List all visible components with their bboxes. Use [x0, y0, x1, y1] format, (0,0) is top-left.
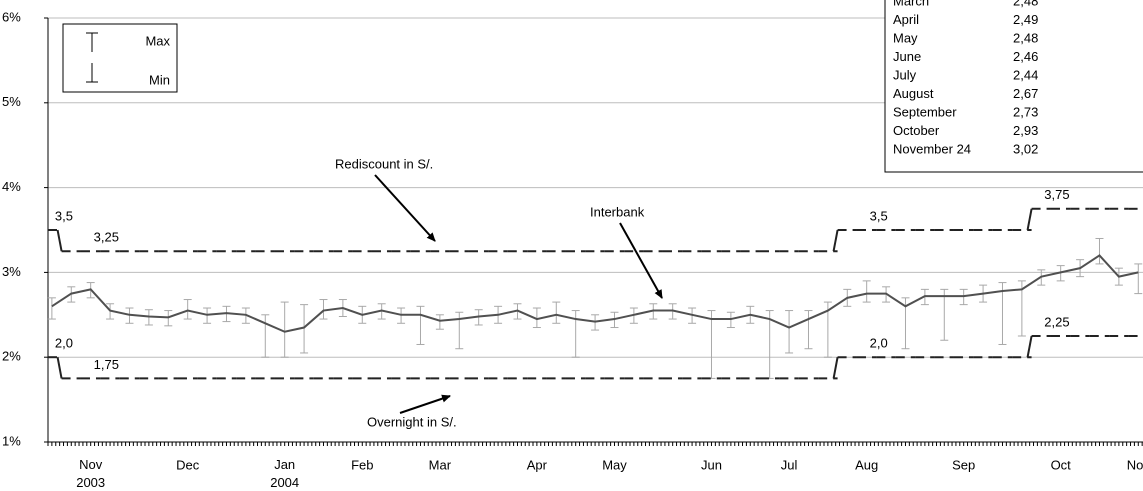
x-tick-label: Mar	[429, 457, 452, 472]
table-cell: 2,48	[1013, 0, 1038, 8]
step-riser	[832, 357, 839, 379]
x-tick-label: Oct	[1051, 457, 1072, 472]
legend-label: Max	[145, 33, 170, 48]
x-tick-label: Sep	[952, 457, 975, 472]
x-tick-label: Feb	[351, 457, 373, 472]
table-cell: 2,46	[1013, 49, 1038, 64]
value-label: 3,5	[55, 208, 73, 223]
inset-box	[884, 0, 1143, 173]
table-cell: September	[893, 104, 957, 119]
table-cell: 2,44	[1013, 67, 1038, 82]
step-riser	[1026, 335, 1033, 358]
table-cell: November 24	[893, 141, 971, 156]
annotation-arrow	[399, 394, 451, 414]
y-tick-label: 3%	[2, 264, 21, 279]
annotation: Rediscount in S/.	[335, 156, 433, 171]
y-tick-label: 2%	[2, 349, 21, 364]
x-tick-label: May	[602, 457, 627, 472]
step-riser	[1026, 208, 1033, 231]
value-label: 2,0	[55, 336, 73, 351]
table-cell: March	[893, 0, 929, 8]
value-label: 3,5	[870, 208, 888, 223]
annotation-arrow	[619, 222, 663, 299]
table-cell: 2,93	[1013, 123, 1038, 138]
y-tick-label: 6%	[2, 9, 21, 24]
table-cell: July	[893, 67, 917, 82]
x-tick-label: Jan 2004	[270, 457, 299, 490]
y-tick-label: 1%	[2, 433, 21, 448]
x-tick-label: Aug	[855, 457, 878, 472]
value-label: 1,75	[94, 357, 119, 372]
legend: Max Min	[62, 23, 178, 93]
value-label: 3,75	[1044, 187, 1069, 202]
table-cell: May	[893, 30, 918, 45]
value-label: 2,25	[1044, 314, 1069, 329]
inset-table: March 2,48 April 2,49 May 2,48 June 2,46 July 2,4…	[884, 0, 1143, 173]
plot: 1% 2% 3% 4% 5% 6% Nov 2003 Dec Jan 2004 Feb Mar Apr Ma…	[2, 9, 1143, 490]
table-cell: 2,48	[1013, 30, 1038, 45]
table-cell: October	[893, 123, 940, 138]
table-cell: 2,49	[1013, 12, 1038, 27]
table-cell: August	[893, 86, 934, 101]
table-cell: 2,67	[1013, 86, 1038, 101]
legend-box	[62, 23, 178, 93]
annotation: Overnight in S/.	[367, 414, 457, 429]
y-tick-label: 4%	[2, 179, 21, 194]
x-tick-label: Jun	[701, 457, 722, 472]
x-tick-label: Nov 2003	[76, 457, 105, 490]
step-riser	[56, 357, 63, 379]
x-tick-label: Apr	[527, 457, 548, 472]
line	[51, 254, 1139, 333]
legend-label: Min	[149, 72, 170, 87]
value-label: 2,0	[870, 336, 888, 351]
table-cell: April	[893, 12, 919, 27]
step-riser	[832, 229, 839, 252]
x-tick-label: Nov	[1127, 457, 1143, 472]
x-tick-label: Jul	[781, 457, 798, 472]
x-tick-label: Dec	[176, 457, 200, 472]
value-label: 3,25	[94, 230, 119, 245]
table-cell: June	[893, 49, 921, 64]
table-cell: 3,02	[1013, 141, 1038, 156]
annotation-arrow	[374, 174, 436, 242]
table-cell: 2,73	[1013, 104, 1038, 119]
step-riser	[56, 229, 63, 252]
annotation: Interbank	[590, 204, 645, 219]
y-tick-label: 5%	[2, 94, 21, 109]
